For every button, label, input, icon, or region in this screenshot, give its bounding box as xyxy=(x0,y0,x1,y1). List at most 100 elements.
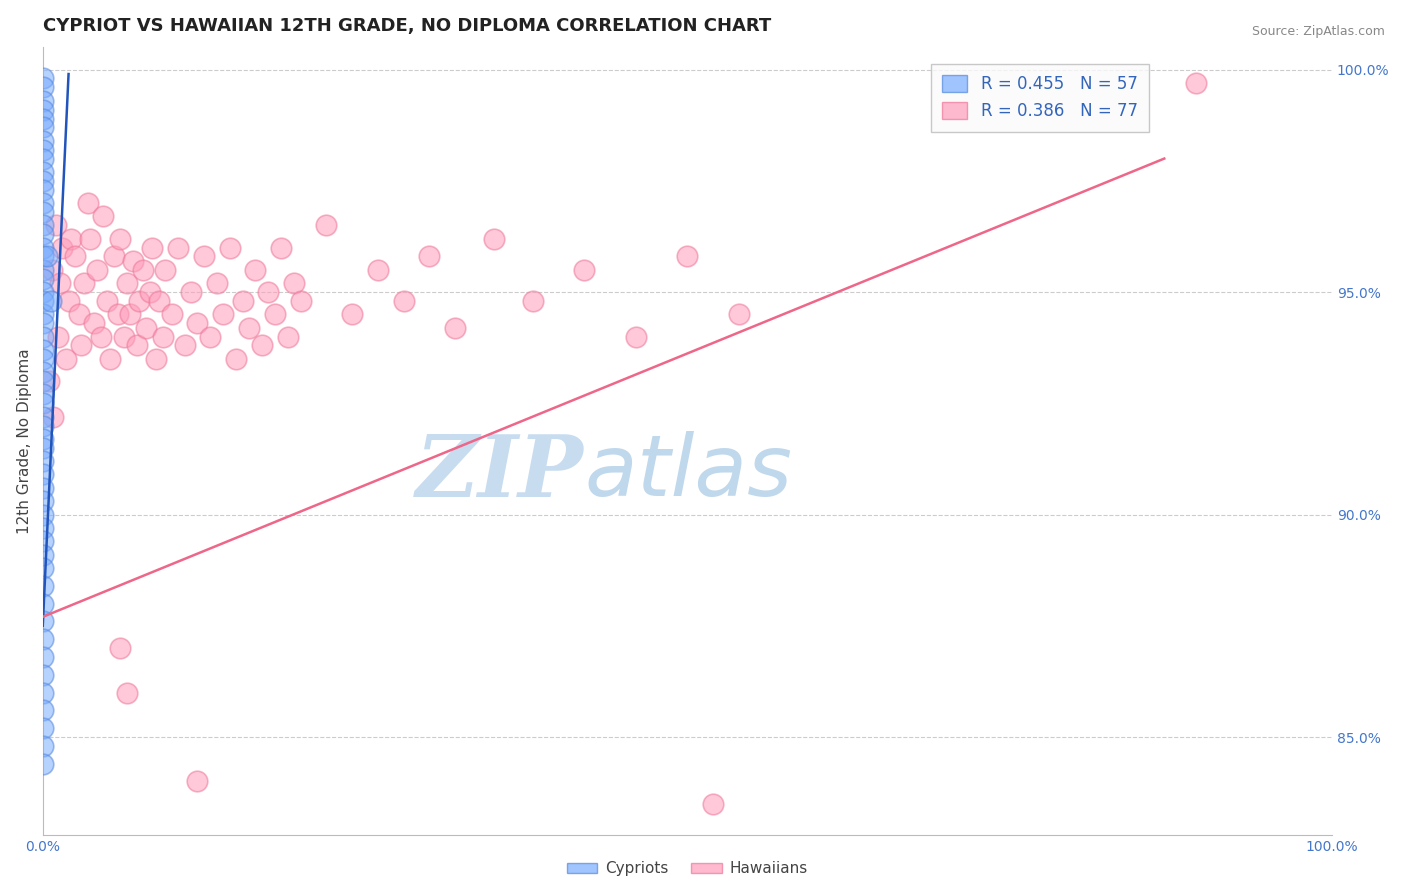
Point xyxy=(32,579,55,593)
Point xyxy=(86,262,108,277)
Point xyxy=(103,250,125,264)
Point xyxy=(48,276,70,290)
Point xyxy=(225,351,247,366)
Point xyxy=(46,329,69,343)
Point xyxy=(193,250,215,264)
Point xyxy=(32,561,55,575)
Point xyxy=(32,134,55,148)
Point xyxy=(115,276,138,290)
Point xyxy=(444,320,467,334)
Point xyxy=(205,276,228,290)
Point xyxy=(79,232,101,246)
Point xyxy=(32,343,55,357)
Point xyxy=(32,432,55,446)
Point xyxy=(702,797,724,811)
Point xyxy=(32,521,55,535)
Point xyxy=(32,418,55,433)
Point xyxy=(32,285,55,299)
Y-axis label: 12th Grade, No Diploma: 12th Grade, No Diploma xyxy=(17,348,32,534)
Point xyxy=(32,196,55,211)
Point xyxy=(120,307,142,321)
Point xyxy=(83,316,105,330)
Point xyxy=(245,262,267,277)
Point xyxy=(32,454,55,468)
Point xyxy=(32,205,55,219)
Point xyxy=(108,232,131,246)
Point xyxy=(522,293,544,308)
Point xyxy=(32,365,55,379)
Point xyxy=(139,285,162,299)
Point xyxy=(77,196,100,211)
Point xyxy=(238,320,260,334)
Point xyxy=(145,351,167,366)
Point xyxy=(107,307,129,321)
Legend: Cypriots, Hawaiians: Cypriots, Hawaiians xyxy=(561,855,814,882)
Point xyxy=(218,241,240,255)
Point xyxy=(232,293,254,308)
Point xyxy=(270,241,292,255)
Point xyxy=(32,316,55,330)
Point xyxy=(32,494,55,508)
Point xyxy=(32,548,55,562)
Point xyxy=(108,640,131,655)
Point xyxy=(32,685,55,699)
Point xyxy=(67,307,90,321)
Point xyxy=(32,351,55,366)
Point xyxy=(32,508,55,522)
Point xyxy=(32,703,55,717)
Point xyxy=(418,250,440,264)
Text: atlas: atlas xyxy=(583,431,792,514)
Point xyxy=(32,152,55,166)
Point xyxy=(32,307,55,321)
Point xyxy=(250,338,273,352)
Point xyxy=(32,262,55,277)
Point xyxy=(96,293,118,308)
Text: Source: ZipAtlas.com: Source: ZipAtlas.com xyxy=(1251,25,1385,38)
Point xyxy=(63,250,86,264)
Point xyxy=(98,351,121,366)
Point xyxy=(148,293,170,308)
Point xyxy=(32,80,55,95)
Point xyxy=(155,262,177,277)
Point xyxy=(32,374,55,388)
Point xyxy=(32,143,55,157)
Point xyxy=(38,374,60,388)
Text: CYPRIOT VS HAWAIIAN 12TH GRADE, NO DIPLOMA CORRELATION CHART: CYPRIOT VS HAWAIIAN 12TH GRADE, NO DIPLO… xyxy=(42,17,770,35)
Point xyxy=(32,739,55,753)
Point xyxy=(32,756,55,771)
Point xyxy=(32,120,55,135)
Point xyxy=(32,271,55,285)
Point xyxy=(482,232,505,246)
Point xyxy=(32,165,55,179)
Point xyxy=(125,338,148,352)
Point xyxy=(200,329,222,343)
Point xyxy=(32,597,55,611)
Point xyxy=(132,262,155,277)
Point xyxy=(212,307,235,321)
Point xyxy=(32,250,55,264)
Point xyxy=(32,329,55,343)
Point xyxy=(39,293,62,308)
Point xyxy=(392,293,415,308)
Point xyxy=(32,227,55,242)
Point xyxy=(115,685,138,699)
Point xyxy=(290,293,312,308)
Point xyxy=(32,467,55,482)
Point xyxy=(58,293,80,308)
Point xyxy=(173,338,195,352)
Point xyxy=(32,71,55,86)
Point xyxy=(32,481,55,495)
Point xyxy=(42,409,65,424)
Point xyxy=(32,441,55,455)
Point xyxy=(32,293,55,308)
Point xyxy=(257,285,280,299)
Point xyxy=(624,329,647,343)
Point xyxy=(35,250,58,264)
Point xyxy=(32,721,55,735)
Point xyxy=(180,285,202,299)
Point xyxy=(277,329,299,343)
Point xyxy=(186,316,208,330)
Point xyxy=(367,262,389,277)
Point xyxy=(90,329,112,343)
Point xyxy=(128,293,150,308)
